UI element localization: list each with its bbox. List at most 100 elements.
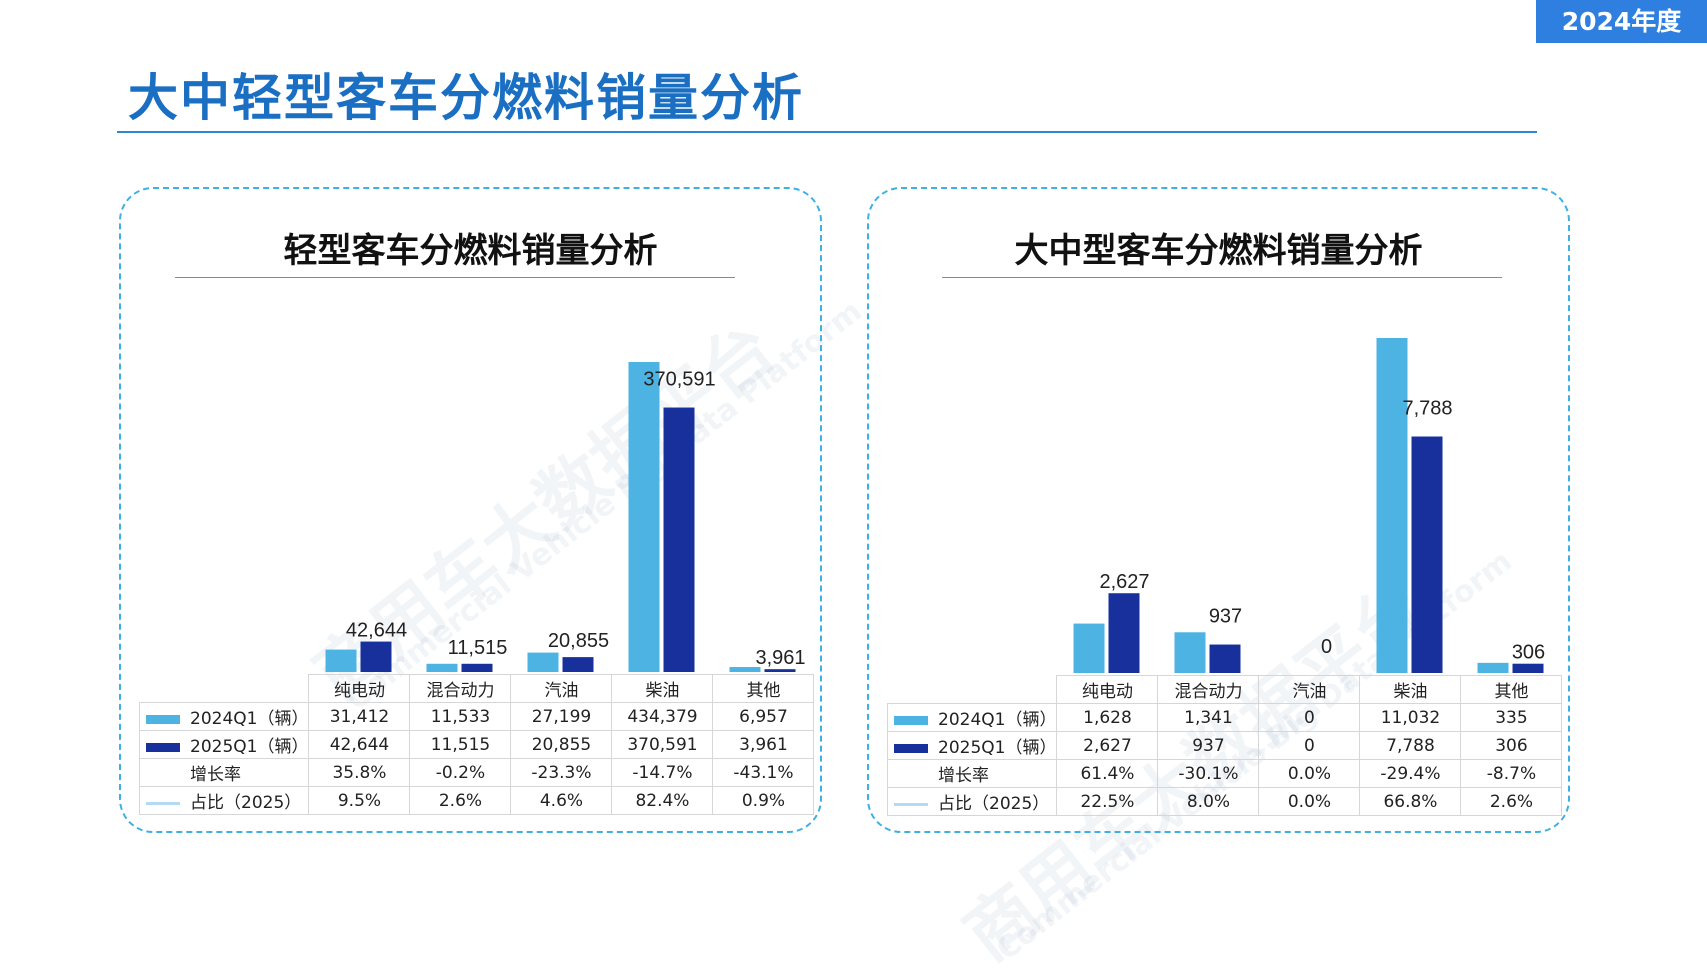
table-row: 2025Q1（辆） 2,627 937 0 7,788 306: [886, 731, 1563, 760]
row-label: 2025Q1（辆）: [938, 738, 1057, 758]
table-row: 增长率 61.4% -30.1% 0.0% -29.4% -8.7%: [886, 759, 1563, 788]
legend-key: [146, 801, 180, 805]
table-cell: 11,515: [409, 730, 512, 759]
table-cell: 1,341: [1157, 703, 1260, 732]
table-cell: 434,379: [611, 702, 714, 731]
legend-key: [146, 714, 180, 724]
page-title: 大中轻型客车分燃料销量分析: [128, 69, 804, 127]
panel-title-divider: [175, 277, 735, 278]
bar-2024q1: [628, 362, 660, 672]
row-header: 2024Q1（辆）: [886, 703, 1058, 732]
table-cell: 31,412: [308, 702, 411, 731]
table-cell: 7,788: [1359, 731, 1462, 760]
table-cell: -29.4%: [1359, 759, 1462, 788]
legend-key: [146, 771, 180, 780]
data-label: 7,788: [1402, 398, 1452, 420]
bar-2025q1: [663, 407, 695, 672]
bar-2024q1: [426, 663, 458, 672]
bar-2025q1: [562, 657, 594, 672]
table-cell: 42,644: [308, 730, 411, 759]
table-row: 2024Q1（辆） 31,412 11,533 27,199 434,379 6,957: [138, 702, 815, 731]
row-label: 2025Q1（辆）: [190, 737, 309, 757]
bar-2025q1: [461, 663, 493, 672]
bar-2025q1: [360, 641, 392, 672]
data-table: 纯电动 混合动力 汽油 柴油 其他 2024Q1（辆） 31,412 11,533 27,199…: [138, 674, 815, 815]
data-label: 42,644: [346, 620, 407, 642]
row-header: 增长率: [138, 758, 310, 787]
bar-2025q1: [1411, 436, 1443, 673]
table-cell: 11,032: [1359, 703, 1462, 732]
row-label: 2024Q1（辆）: [190, 709, 309, 729]
row-label: 增长率: [938, 766, 989, 786]
data-label: 370,591: [643, 369, 715, 391]
table-cell: 0: [1258, 703, 1361, 732]
table-row: 2024Q1（辆） 1,628 1,341 0 11,032 335: [886, 703, 1563, 732]
table-cell: 0.0%: [1258, 759, 1361, 788]
bar-2024q1: [1073, 623, 1105, 673]
category-tick-label: 混合动力: [409, 674, 512, 703]
legend-key: [894, 772, 928, 781]
bar-2024q1: [1477, 662, 1509, 673]
table-cell: 66.8%: [1359, 787, 1462, 816]
bar-2025q1: [764, 669, 796, 672]
bar-2024q1: [729, 667, 761, 672]
table-cell: 35.8%: [308, 758, 411, 787]
row-label: 2024Q1（辆）: [938, 710, 1057, 730]
table-header-row: 纯电动 混合动力 汽油 柴油 其他: [887, 675, 1563, 704]
category-tick-label: 混合动力: [1157, 675, 1260, 704]
data-label: 0: [1321, 636, 1332, 658]
table-cell: 2,627: [1056, 731, 1159, 760]
table-cell: 8.0%: [1157, 787, 1260, 816]
table-cell: 0: [1258, 731, 1361, 760]
bar-2024q1: [325, 649, 357, 672]
table-cell: 335: [1460, 703, 1563, 732]
table-cell: 1,628: [1056, 703, 1159, 732]
table-cell: -8.7%: [1460, 759, 1563, 788]
table-cell: 11,533: [409, 702, 512, 731]
chart-title: 大中型客车分燃料销量分析: [1014, 231, 1423, 271]
table-cell: 3,961: [712, 730, 815, 759]
data-label: 3,961: [755, 647, 805, 669]
table-cell: 2.6%: [409, 786, 512, 815]
table-corner: [139, 674, 310, 703]
data-label: 2,627: [1099, 571, 1149, 593]
row-header: 2025Q1（辆）: [886, 731, 1058, 760]
bar-2024q1: [527, 652, 559, 672]
data-label: 11,515: [448, 637, 508, 659]
table-cell: 0.9%: [712, 786, 815, 815]
medium-large-bus-panel: 大中型客车分燃料销量分析 2,627 937 0 7,788 306 纯电动 混合动力 汽油…: [867, 187, 1570, 833]
table-cell: 937: [1157, 731, 1260, 760]
data-label: 937: [1209, 606, 1242, 628]
table-cell: -0.2%: [409, 758, 512, 787]
table-cell: 20,855: [510, 730, 613, 759]
row-header: 增长率: [886, 759, 1058, 788]
bar-2025q1: [1108, 593, 1140, 673]
legend-key: [894, 715, 928, 725]
legend-key: [894, 743, 928, 753]
category-tick-label: 柴油: [611, 674, 714, 703]
category-tick-label: 纯电动: [308, 674, 411, 703]
row-header: 2024Q1（辆）: [138, 702, 310, 731]
row-header: 占比（2025）: [886, 787, 1058, 816]
category-tick-label: 柴油: [1359, 675, 1462, 704]
table-cell: -14.7%: [611, 758, 714, 787]
category-tick-label: 其他: [1460, 675, 1563, 704]
table-cell: 4.6%: [510, 786, 613, 815]
year-badge: 2024年度: [1536, 0, 1707, 43]
table-cell: 27,199: [510, 702, 613, 731]
row-header: 2025Q1（辆）: [138, 730, 310, 759]
table-cell: -43.1%: [712, 758, 815, 787]
legend-key: [894, 802, 928, 806]
bar-2024q1: [1376, 338, 1408, 673]
table-cell: 82.4%: [611, 786, 714, 815]
table-cell: 0.0%: [1258, 787, 1361, 816]
category-tick-label: 汽油: [510, 674, 613, 703]
table-cell: -23.3%: [510, 758, 613, 787]
table-row: 增长率 35.8% -0.2% -23.3% -14.7% -43.1%: [138, 758, 815, 787]
panel-title-divider: [942, 277, 1502, 278]
data-table: 纯电动 混合动力 汽油 柴油 其他 2024Q1（辆） 1,628 1,341 0 11,032 3…: [886, 675, 1563, 816]
table-header-row: 纯电动 混合动力 汽油 柴油 其他: [139, 674, 815, 703]
category-tick-label: 汽油: [1258, 675, 1361, 704]
bar-2024q1: [1174, 632, 1206, 673]
table-row: 占比（2025） 22.5% 8.0% 0.0% 66.8% 2.6%: [886, 787, 1563, 816]
